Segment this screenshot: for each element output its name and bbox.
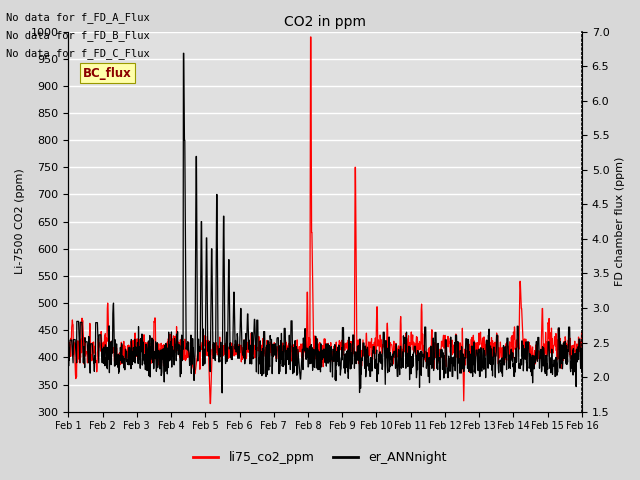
- Y-axis label: Li-7500 CO2 (ppm): Li-7500 CO2 (ppm): [15, 169, 25, 275]
- Text: BC_flux: BC_flux: [83, 67, 132, 80]
- Text: No data for f_FD_C_Flux: No data for f_FD_C_Flux: [6, 48, 150, 60]
- Legend: li75_co2_ppm, er_ANNnight: li75_co2_ppm, er_ANNnight: [188, 446, 452, 469]
- Y-axis label: FD chamber flux (ppm): FD chamber flux (ppm): [615, 157, 625, 286]
- Text: No data for f_FD_A_Flux: No data for f_FD_A_Flux: [6, 12, 150, 23]
- Text: No data for f_FD_B_Flux: No data for f_FD_B_Flux: [6, 30, 150, 41]
- Title: CO2 in ppm: CO2 in ppm: [284, 15, 366, 29]
